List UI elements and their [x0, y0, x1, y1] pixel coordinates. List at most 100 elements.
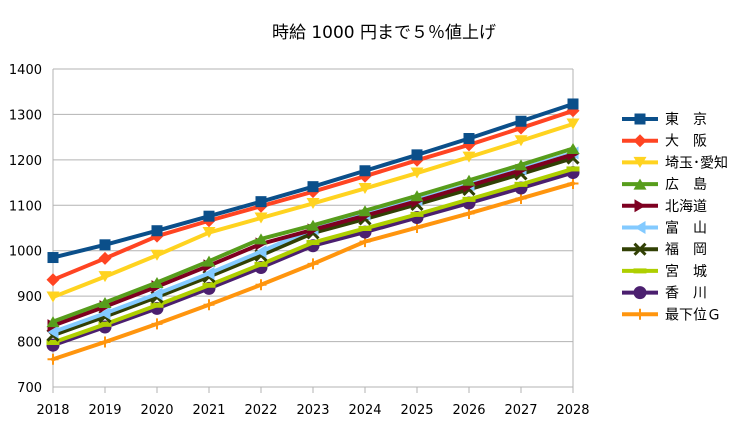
data-point — [254, 212, 268, 224]
y-tick-label: 900 — [17, 290, 42, 305]
legend-label: 東 京 — [665, 112, 707, 128]
data-point — [98, 271, 112, 283]
y-tick-label: 1100 — [9, 199, 42, 214]
series-1 — [47, 98, 579, 264]
x-tick-label: 2026 — [452, 403, 485, 418]
x-tick-label: 2028 — [556, 403, 589, 418]
legend-item-3: 埼玉･愛知 — [622, 154, 728, 171]
legend-item-1: 東 京 — [622, 112, 707, 128]
axes: 700 800 900 1000 1100 1200 1300 1400 2018 2019 202… — [9, 63, 590, 418]
legend-label: 大 阪 — [665, 134, 707, 150]
data-point — [358, 205, 372, 217]
data-point — [515, 115, 527, 127]
data-point — [514, 135, 528, 147]
legend-item-8: 宮 城 — [622, 264, 707, 280]
y-tick-label: 1400 — [9, 63, 42, 78]
legend-item-7: 福 岡 — [622, 242, 707, 258]
data-point — [202, 282, 216, 288]
data-point — [255, 279, 267, 291]
series-3 — [46, 118, 580, 303]
y-tick-label: 1200 — [9, 154, 42, 169]
data-point — [46, 291, 60, 303]
x-tick-label: 2027 — [504, 403, 537, 418]
data-point — [151, 287, 163, 301]
data-point — [307, 181, 319, 193]
data-point — [46, 273, 60, 287]
data-point — [462, 151, 476, 163]
data-point — [306, 197, 320, 209]
legend-swatch-marker — [634, 113, 646, 125]
data-point — [99, 239, 111, 251]
y-tick-label: 800 — [17, 336, 42, 351]
legend-swatch-marker — [633, 178, 647, 190]
legend-label: 宮 城 — [665, 264, 707, 280]
x-tick-label: 2024 — [348, 403, 381, 418]
data-point — [203, 210, 215, 222]
x-tick-label: 2023 — [296, 403, 329, 418]
data-point — [358, 225, 372, 231]
legend-swatch-marker — [634, 308, 646, 320]
data-point — [47, 353, 59, 365]
legend-label: 最下位Ｇ — [665, 307, 721, 323]
x-tick-label: 2018 — [36, 403, 69, 418]
data-point — [98, 297, 112, 309]
data-point — [514, 159, 528, 171]
y-tick-label: 1000 — [9, 245, 42, 260]
series-8 — [46, 166, 580, 345]
data-point — [47, 325, 59, 339]
data-point — [567, 177, 579, 189]
data-point — [463, 207, 475, 219]
data-point — [567, 98, 579, 110]
data-point — [254, 233, 268, 245]
data-point — [566, 166, 580, 172]
data-point — [410, 167, 424, 179]
legend-swatch-marker — [633, 134, 647, 148]
data-point — [411, 149, 423, 161]
series-4 — [46, 143, 580, 328]
legend-label: 富 山 — [665, 220, 707, 237]
data-point — [46, 339, 60, 345]
legend-label: 香 川 — [665, 286, 707, 302]
series-line — [51, 181, 575, 362]
data-point — [150, 249, 164, 261]
data-point — [99, 306, 111, 320]
data-point — [410, 190, 424, 202]
data-point — [514, 181, 528, 187]
legend-item-5: 北海道 — [622, 199, 707, 215]
data-point — [99, 336, 111, 348]
series-lines — [46, 98, 580, 365]
x-tick-label: 2019 — [88, 403, 121, 418]
data-point — [358, 182, 372, 194]
x-tick-label: 2021 — [192, 403, 225, 418]
data-point — [150, 302, 164, 308]
data-point — [566, 118, 580, 130]
legend-item-9: 香 川 — [622, 286, 707, 302]
series-10 — [47, 177, 579, 365]
legend-swatch-marker — [633, 156, 647, 168]
legend-swatch-marker — [633, 268, 647, 274]
data-point — [463, 133, 475, 145]
data-point — [359, 165, 371, 177]
data-point — [255, 245, 267, 259]
data-point — [98, 321, 112, 327]
data-point — [462, 174, 476, 186]
legend-label: 福 岡 — [665, 242, 707, 258]
data-point — [254, 261, 268, 267]
data-point — [203, 299, 215, 311]
legend-item-10: 最下位Ｇ — [622, 307, 721, 323]
data-point — [410, 211, 424, 217]
y-tick-label: 1300 — [9, 108, 42, 123]
chart-title: 時給 1000 円まで５％値上げ — [272, 23, 496, 43]
x-tick-label: 2022 — [244, 403, 277, 418]
legend-label: 埼玉･愛知 — [665, 154, 728, 171]
legend-swatch-marker — [634, 221, 646, 234]
data-point — [47, 252, 59, 264]
data-point — [151, 318, 163, 330]
legend-swatch-marker — [633, 286, 647, 300]
x-tick-label: 2025 — [400, 403, 433, 418]
data-point — [307, 258, 319, 270]
legend-swatch-marker — [633, 242, 647, 256]
